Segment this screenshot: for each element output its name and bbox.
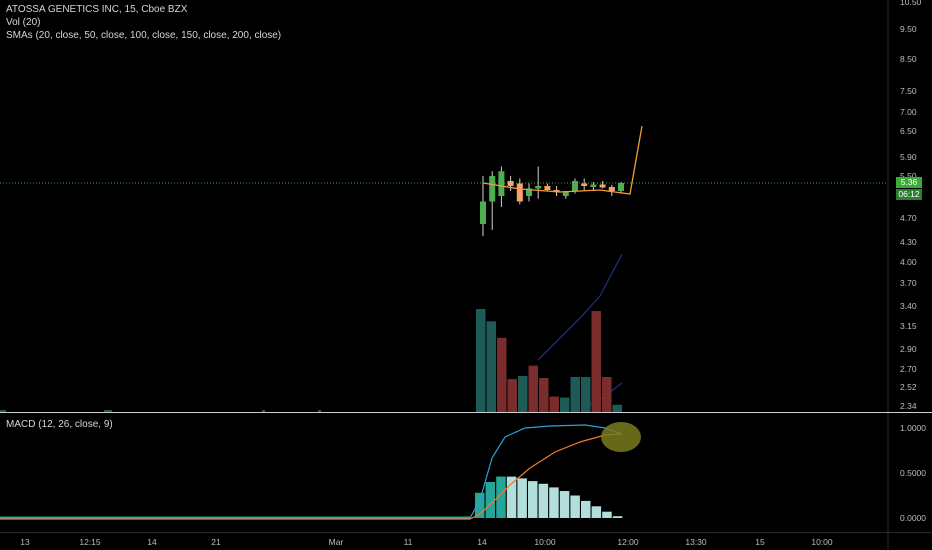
candle-body xyxy=(599,184,606,188)
symbol-legend[interactable]: ATOSSA GENETICS INC, 15, Cboe BZX xyxy=(6,4,188,15)
candle-body xyxy=(618,183,624,191)
time-tick-label: 15 xyxy=(755,537,765,547)
time-tick-label: 21 xyxy=(211,537,221,547)
sma-line-navy xyxy=(537,253,623,361)
last-price-badge: 5.36 xyxy=(896,177,922,188)
volume-bar xyxy=(518,375,528,412)
macd-histogram-bar xyxy=(591,506,602,518)
volume-bar xyxy=(318,410,321,412)
macd-histogram-bar xyxy=(496,476,506,518)
candle-body xyxy=(489,176,496,202)
macd-histogram-bar xyxy=(612,516,623,518)
macd-histogram-bar xyxy=(549,487,559,518)
price-tick-label: 8.50 xyxy=(900,54,917,64)
sma-legend[interactable]: SMAs (20, close, 50, close, 100, close, … xyxy=(6,30,282,41)
candle-body xyxy=(526,188,532,196)
price-tick-label: 2.52 xyxy=(900,382,917,392)
price-tick-label: 7.00 xyxy=(900,107,917,117)
candle-body xyxy=(581,183,588,186)
volume-bar xyxy=(549,396,559,412)
time-tick-label: 14 xyxy=(147,537,157,547)
volume-bar xyxy=(262,410,265,412)
macd-histogram-bar xyxy=(559,491,570,518)
macd-histogram-bar xyxy=(506,476,517,518)
sma-line-orange xyxy=(482,125,643,195)
volume-bar xyxy=(612,404,622,412)
price-tick-label: 9.50 xyxy=(900,24,917,34)
macd-histogram-bar xyxy=(475,492,485,518)
highlight-circle xyxy=(601,422,641,452)
macd-histogram-bar xyxy=(485,482,496,518)
volume-bar xyxy=(104,410,112,412)
time-tick-label: 12:00 xyxy=(617,537,639,547)
volume-bar xyxy=(528,365,538,412)
price-tick-label: 4.00 xyxy=(900,257,917,267)
price-tick-label: 5.90 xyxy=(900,152,917,162)
time-tick-label: 11 xyxy=(404,537,413,547)
price-tick-label: 3.40 xyxy=(900,301,917,311)
candle-body xyxy=(608,187,615,191)
macd-tick-label: 0.5000 xyxy=(900,468,926,478)
macd-histogram-bar xyxy=(538,483,549,518)
macd-histogram-bar xyxy=(570,495,580,518)
price-tick-label: 4.70 xyxy=(900,213,917,223)
price-tick-label: 10.50 xyxy=(900,0,922,7)
price-tick-label: 4.30 xyxy=(900,237,917,247)
price-tick-label: 3.70 xyxy=(900,278,917,288)
candle-body xyxy=(516,183,523,202)
macd-histogram-bar xyxy=(602,511,612,518)
time-tick-label: 13 xyxy=(20,537,30,547)
candle-body xyxy=(590,184,597,187)
time-tick-label: 12:15 xyxy=(79,537,101,547)
candle-body xyxy=(572,181,578,191)
time-tick-label: 13:30 xyxy=(685,537,707,547)
volume-bar xyxy=(497,337,507,412)
signal-line xyxy=(0,433,623,520)
countdown-badge: 06:12 xyxy=(896,189,922,200)
time-tick-label: 10:00 xyxy=(534,537,556,547)
time-tick-label: 14 xyxy=(477,537,487,547)
volume-bar xyxy=(570,376,580,412)
price-tick-label: 2.90 xyxy=(900,344,917,354)
time-tick-label: Mar xyxy=(329,537,344,547)
candle-body xyxy=(562,191,569,196)
macd-histogram-bar xyxy=(581,500,591,518)
volume-bar xyxy=(560,397,570,412)
macd-histogram-flat xyxy=(0,516,470,518)
price-tick-label: 6.50 xyxy=(900,126,917,136)
volume-legend[interactable]: Vol (20) xyxy=(6,17,41,28)
macd-histogram-bar xyxy=(517,478,527,518)
price-tick-label: 3.15 xyxy=(900,321,917,331)
candle-body xyxy=(535,186,542,189)
macd-tick-label: 0.0000 xyxy=(900,513,926,523)
candle-body xyxy=(498,171,505,196)
macd-legend[interactable]: MACD (12, 26, close, 9) xyxy=(6,419,113,430)
volume-bar xyxy=(591,311,601,412)
volume-bar xyxy=(581,376,591,412)
volume-bar xyxy=(476,309,486,412)
time-tick-label: 10:00 xyxy=(811,537,833,547)
candle-body xyxy=(480,201,486,224)
volume-bar xyxy=(0,410,6,412)
macd-line xyxy=(0,424,623,519)
candle-body xyxy=(544,186,551,190)
price-tick-label: 7.50 xyxy=(900,86,917,96)
candle-body xyxy=(553,190,560,192)
volume-bar xyxy=(539,378,549,412)
volume-bar xyxy=(507,379,517,412)
candle-body xyxy=(507,181,514,186)
macd-histogram-bar xyxy=(528,481,538,518)
price-tick-label: 5.50 xyxy=(900,171,917,181)
volume-bar xyxy=(602,376,612,412)
price-tick-label: 2.70 xyxy=(900,364,917,374)
macd-tick-label: 1.0000 xyxy=(900,423,926,433)
volume-bar xyxy=(486,321,496,412)
price-tick-label: 2.34 xyxy=(900,401,917,411)
